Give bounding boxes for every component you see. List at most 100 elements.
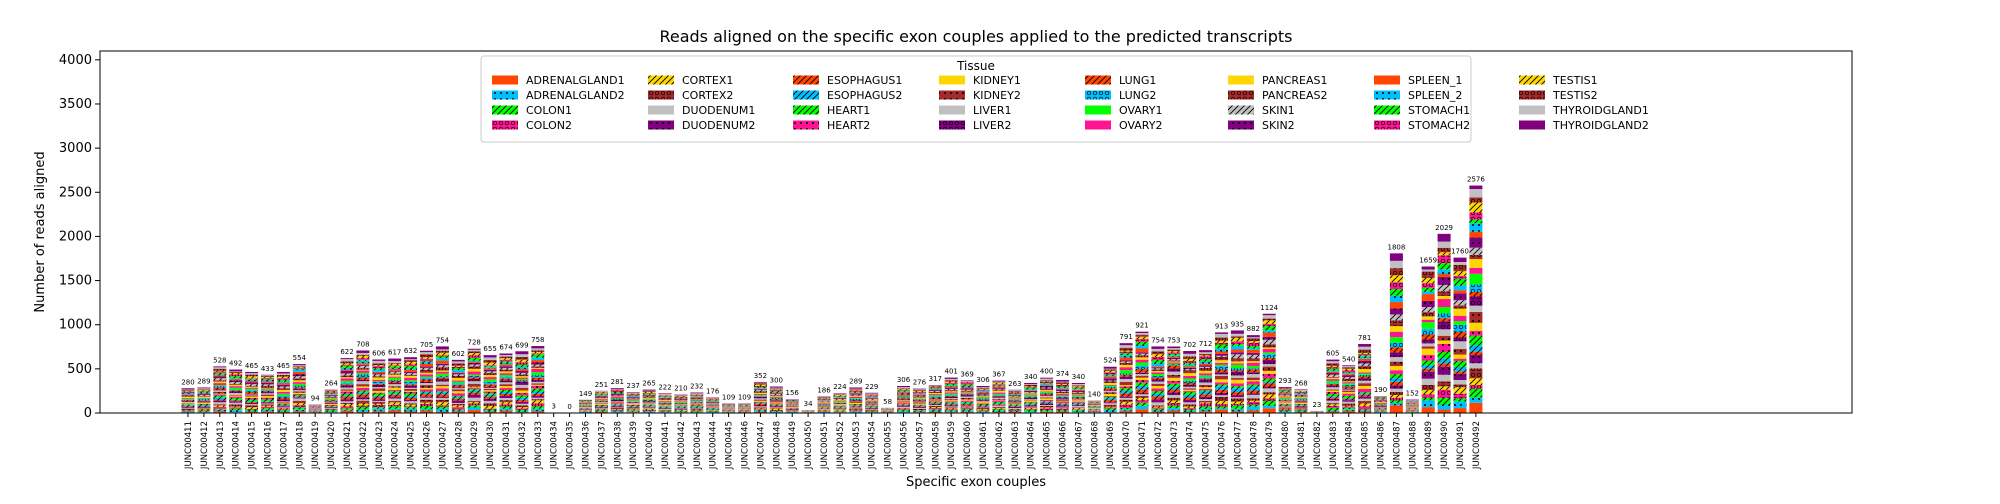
bar-segment [627,397,640,398]
bar-segment [1183,387,1196,389]
bar-segment [627,401,640,402]
bar-value-label: 152 [1406,390,1419,398]
bar-segment [690,395,703,396]
bar-segment [1024,410,1037,411]
bar-segment [1279,404,1292,405]
bar-segment [484,367,497,368]
bar-value-label: 176 [706,387,720,395]
bar-segment [1040,381,1053,382]
bar-segment [1056,401,1069,402]
x-tick-label: JUNC00451 [820,421,830,470]
bar-segment [1342,374,1355,375]
bar-segment [1247,380,1260,381]
bar-segment [897,391,910,392]
bar-segment [293,374,306,376]
bar-segment [611,406,624,407]
bar-value-label: 264 [324,380,338,388]
bar-segment [1422,394,1435,397]
x-tick-label: JUNC00491 [1456,421,1466,470]
bar-segment [1072,390,1085,391]
bar-segment [992,395,1005,396]
bar-segment [1120,352,1133,353]
bar-segment [961,395,974,397]
bar-segment [1136,335,1149,337]
bar-segment [341,368,354,370]
bar-segment [293,382,306,384]
bar-stack [484,355,497,413]
bar-segment [865,401,878,402]
bar-segment [420,397,433,398]
bar-segment [1438,344,1451,352]
bar-segment [1151,366,1164,367]
bar-stack [245,372,258,413]
bar-segment [643,405,656,406]
bar-segment [1104,381,1117,382]
bar-segment [182,410,195,411]
bar-segment [468,363,481,365]
bar-segment [1072,394,1085,395]
bar-segment [515,354,528,357]
bar-segment [388,388,401,390]
bar-segment [1247,363,1260,366]
bar-segment [1326,406,1339,408]
bar-segment [1167,387,1180,390]
bar-segment [420,352,433,354]
bar-segment [1358,363,1371,366]
bar-segment [1390,370,1403,374]
bar-stack [213,366,226,413]
bar-segment [992,382,1005,383]
bar-segment [182,409,195,410]
bar-segment [182,402,195,403]
bar-segment [1008,402,1021,403]
bar-segment [897,396,910,397]
bar-segment [897,394,910,395]
bar-stack [865,393,878,413]
bar-segment [372,409,385,412]
bar-segment [643,410,656,411]
bar-segment [452,382,465,383]
bar-segment [372,366,385,368]
bar-segment [1326,396,1339,397]
bar-segment [484,357,497,359]
bar-value-label: 140 [1088,391,1101,399]
bar-segment [913,389,926,390]
bar-segment [356,391,369,393]
x-tick-label: JUNC00448 [772,421,782,470]
bar-segment [945,410,958,411]
bar-segment [1056,400,1069,401]
bar-segment [484,406,497,409]
bar-segment [404,359,417,360]
bar-stack [1406,400,1419,413]
bar-segment [913,394,926,395]
bar-segment [992,398,1005,399]
bar-segment [182,392,195,393]
bar-segment [229,403,242,405]
bar-segment [1215,382,1228,384]
bar-segment [865,411,878,412]
bar-segment [531,406,544,409]
bar-segment [1231,346,1244,350]
bar-segment [388,406,401,409]
x-tick-label: JUNC00459 [947,421,957,470]
bar-segment [388,377,401,378]
bar-segment [356,410,369,412]
bar-segment [1247,402,1260,405]
bar-segment [1263,337,1276,340]
bar-segment [197,407,210,408]
bar-segment [356,355,369,356]
legend-swatch [648,121,674,130]
bar-segment [1326,367,1339,369]
legend-swatch [1374,91,1400,100]
bar-stack [849,387,862,413]
bar-segment [1342,385,1355,387]
bar-segment [818,409,831,410]
bar-segment [1151,372,1164,374]
bar-segment [849,392,862,393]
bar-segment [277,402,290,403]
bar-segment [293,369,306,370]
bar-segment [1263,352,1276,354]
bar-segment [531,400,544,403]
bar-value-label: 265 [642,380,655,388]
bar-segment [1231,405,1244,408]
bar-segment [1056,389,1069,390]
